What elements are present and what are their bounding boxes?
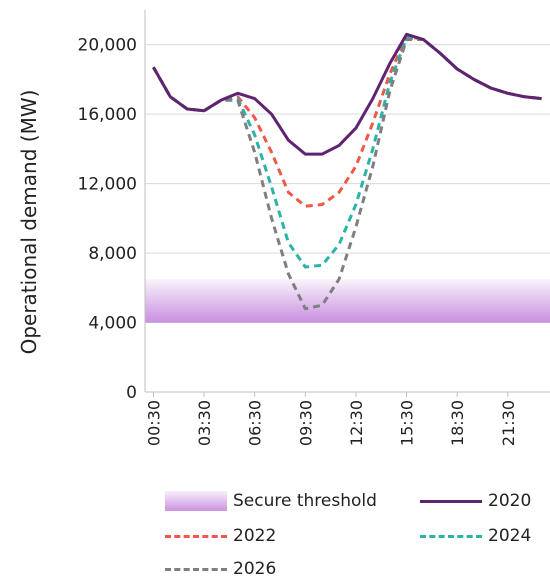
- series-line-2024: [152, 36, 542, 269]
- x-tick-label: 00:30: [144, 400, 163, 446]
- x-tick-label: 21:30: [499, 400, 518, 446]
- y-tick-label: 4,000: [88, 314, 137, 334]
- x-tick-label: 03:30: [195, 400, 214, 446]
- secure-threshold-band: [145, 279, 550, 323]
- x-tick-label: 12:30: [347, 400, 366, 446]
- y-tick-label: 16,000: [78, 105, 137, 125]
- y-axis-label: Operational demand (MW): [17, 90, 41, 355]
- series-line-2022: [152, 34, 542, 208]
- y-tick-label: 20,000: [78, 36, 137, 56]
- x-tick-label: 18:30: [448, 400, 467, 446]
- y-tick-label: 0: [126, 383, 137, 403]
- y-tick-label: 8,000: [88, 244, 137, 264]
- x-tick-label: 09:30: [296, 400, 315, 446]
- series-line-2026: [152, 38, 542, 311]
- x-tick-label: 06:30: [246, 400, 265, 446]
- series-line-2020: [152, 32, 542, 156]
- x-tick-label: 15:30: [398, 400, 417, 446]
- y-tick-label: 12,000: [78, 175, 137, 195]
